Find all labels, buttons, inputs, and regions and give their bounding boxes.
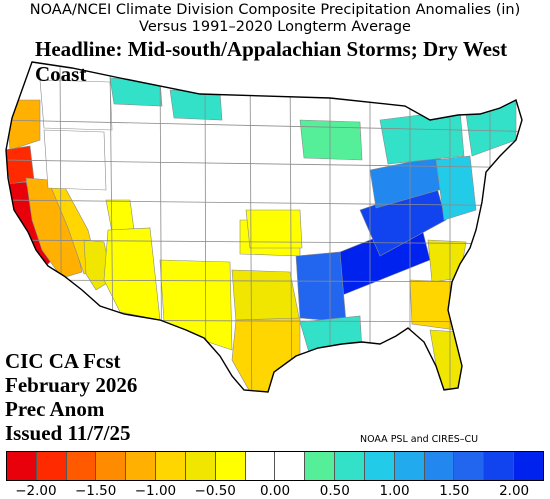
- forecast-label-line1: CIC CA Fcst: [5, 349, 121, 373]
- legend-swatch: [424, 452, 455, 480]
- legend-swatch: [305, 452, 336, 480]
- legend-swatch: [275, 452, 306, 480]
- region-new-mexico: [159, 259, 233, 351]
- legend-swatch: [394, 452, 425, 480]
- legend-swatch: [215, 452, 246, 480]
- forecast-label-line4: Issued 11/7/25: [5, 421, 131, 445]
- legend-swatch: [514, 452, 543, 480]
- region-kansas-oklahoma: [245, 209, 303, 249]
- legend-swatch: [484, 452, 515, 480]
- region-gulf-coast-central: [299, 315, 363, 357]
- us-outline: [5, 61, 523, 393]
- legend-swatch: [36, 452, 67, 480]
- forecast-label-line2: February 2026: [5, 373, 138, 397]
- region-mid-south: [295, 251, 347, 323]
- legend-swatch: [7, 452, 37, 480]
- forecast-label-line3: Prec Anom: [5, 397, 105, 421]
- legend-swatch: [245, 452, 276, 480]
- legend-tick-label: −0.50: [194, 483, 236, 499]
- legend-tick-label: 0.50: [319, 483, 350, 499]
- legend-tick-label: 1.50: [439, 483, 470, 499]
- region-mid-atlantic: [435, 155, 477, 221]
- region-idaho: [43, 129, 107, 191]
- legend-tick-label: 1.00: [379, 483, 410, 499]
- region-montana-west: [39, 79, 113, 131]
- legend-tick-label: −1.00: [134, 483, 177, 499]
- legend-tick-label: −2.00: [15, 483, 57, 499]
- legend-tick-label: 2.00: [499, 483, 530, 499]
- legend-swatch: [66, 452, 97, 480]
- legend-swatch: [335, 452, 365, 480]
- legend-swatch: [126, 452, 157, 480]
- headline: Headline: Mid-south/Appalachian Storms; …: [35, 37, 508, 86]
- legend-swatch: [96, 452, 127, 480]
- map-title: NOAA/NCEI Climate Division Composite Pre…: [29, 2, 521, 18]
- legend-swatch: [454, 452, 485, 480]
- region-wisconsin-minnesota: [299, 119, 363, 161]
- legend-swatch: [156, 452, 186, 480]
- color-legend: [6, 451, 544, 481]
- region-carolinas: [427, 239, 467, 283]
- legend-tick-label: 0.00: [259, 483, 291, 499]
- credit-label: NOAA PSL and CIRES–CU: [360, 434, 479, 445]
- map-subtitle: Versus 1991–2020 Longterm Average: [139, 19, 411, 35]
- legend-swatch: [185, 452, 216, 480]
- precipitation-anomaly-map: [5, 61, 523, 393]
- legend-tick-label: −1.50: [74, 483, 117, 499]
- legend-swatch: [364, 452, 395, 480]
